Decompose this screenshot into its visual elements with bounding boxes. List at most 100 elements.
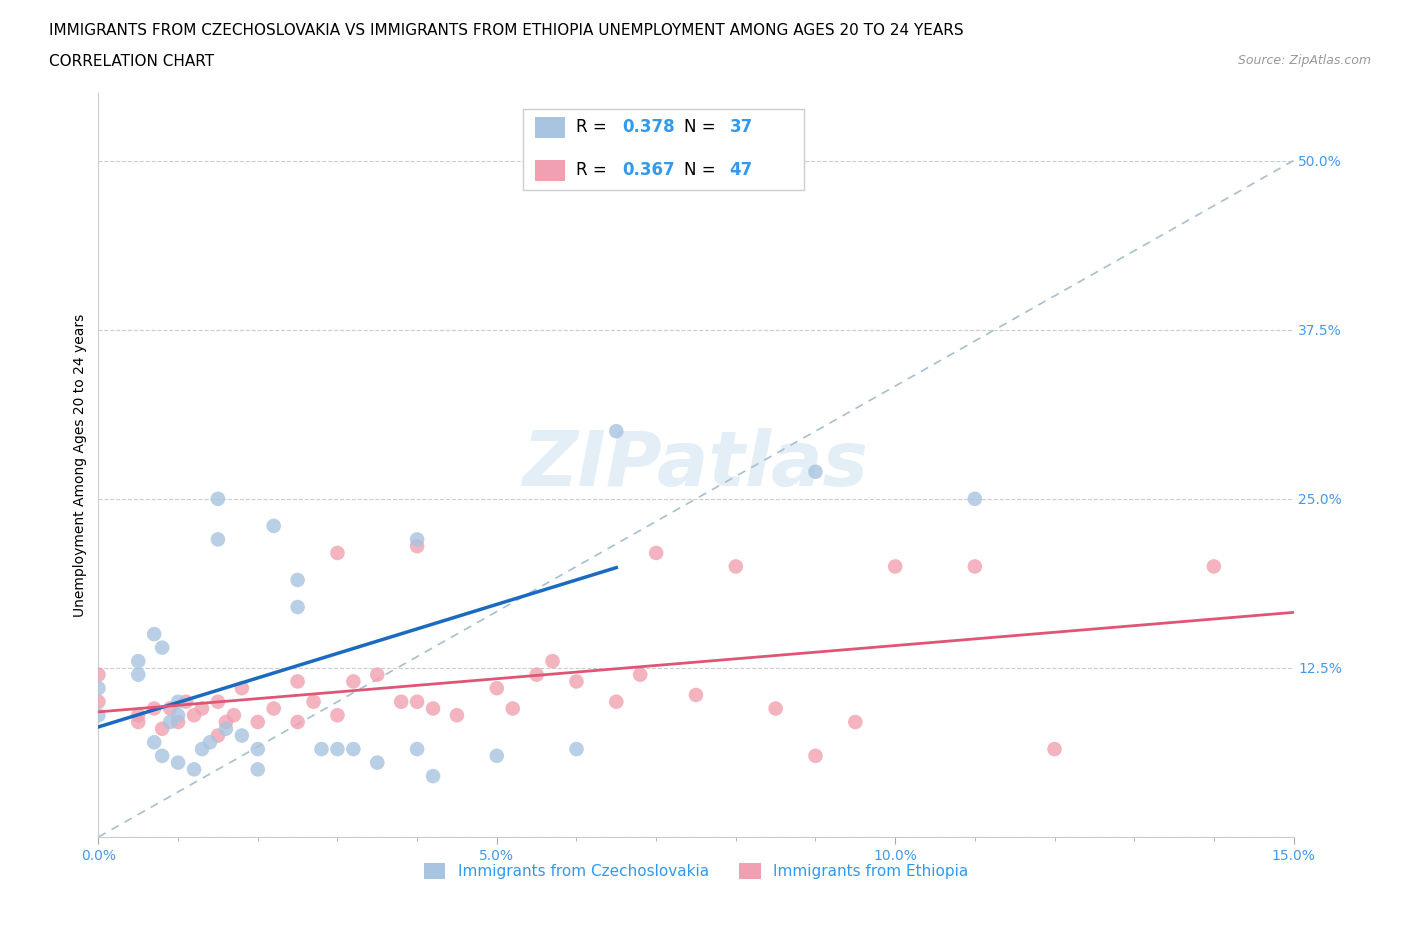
Point — [342, 741, 364, 756]
Point — [389, 695, 412, 710]
Point — [485, 749, 508, 764]
Point — [526, 113, 548, 127]
Point — [963, 559, 986, 574]
Text: 47: 47 — [730, 162, 752, 179]
Point — [326, 546, 349, 561]
Point — [159, 714, 181, 729]
Point — [326, 741, 349, 756]
Point — [342, 674, 364, 689]
Point — [422, 701, 444, 716]
Point — [183, 708, 205, 723]
Point — [605, 695, 627, 710]
Point — [502, 701, 524, 716]
Point — [150, 722, 173, 737]
Point — [143, 735, 166, 750]
Text: IMMIGRANTS FROM CZECHOSLOVAKIA VS IMMIGRANTS FROM ETHIOPIA UNEMPLOYMENT AMONG AG: IMMIGRANTS FROM CZECHOSLOVAKIA VS IMMIGR… — [49, 23, 965, 38]
Point — [215, 714, 238, 729]
Point — [565, 741, 588, 756]
Point — [246, 762, 269, 777]
Point — [143, 627, 166, 642]
Point — [207, 728, 229, 743]
Point — [150, 749, 173, 764]
Text: 0.367: 0.367 — [621, 162, 675, 179]
Point — [645, 546, 668, 561]
Point — [1043, 741, 1066, 756]
Text: R =: R = — [576, 118, 613, 136]
Point — [167, 695, 190, 710]
Point — [724, 559, 747, 574]
Point — [231, 681, 253, 696]
Text: 0.378: 0.378 — [621, 118, 675, 136]
Point — [804, 464, 827, 479]
Point — [406, 532, 429, 547]
Point — [87, 695, 110, 710]
Point — [287, 600, 309, 615]
Point — [302, 695, 325, 710]
Point — [159, 701, 181, 716]
Point — [127, 667, 149, 682]
Point — [446, 708, 468, 723]
Point — [198, 735, 221, 750]
Point — [167, 714, 190, 729]
Point — [87, 681, 110, 696]
Point — [263, 518, 285, 533]
Point — [127, 714, 149, 729]
Text: Source: ZipAtlas.com: Source: ZipAtlas.com — [1237, 54, 1371, 67]
Bar — [534, 117, 565, 138]
Text: N =: N = — [685, 118, 721, 136]
Text: 37: 37 — [730, 118, 752, 136]
Text: ZIPatlas: ZIPatlas — [523, 428, 869, 502]
Point — [215, 722, 238, 737]
Point — [246, 741, 269, 756]
Point — [422, 769, 444, 784]
Point — [287, 573, 309, 588]
Text: N =: N = — [685, 162, 721, 179]
Point — [207, 695, 229, 710]
Point — [87, 708, 110, 723]
Bar — [534, 160, 565, 180]
Point — [406, 741, 429, 756]
Point — [963, 491, 986, 506]
Point — [406, 538, 429, 553]
Point — [263, 701, 285, 716]
Point — [485, 681, 508, 696]
Point — [231, 728, 253, 743]
Point — [311, 741, 333, 756]
Point — [87, 667, 110, 682]
Point — [207, 491, 229, 506]
Bar — [523, 110, 804, 190]
Text: R =: R = — [576, 162, 613, 179]
Point — [127, 654, 149, 669]
Point — [1202, 559, 1225, 574]
Point — [174, 695, 197, 710]
Point — [406, 695, 429, 710]
Point — [167, 755, 190, 770]
Point — [150, 640, 173, 655]
Point — [884, 559, 907, 574]
Y-axis label: Unemployment Among Ages 20 to 24 years: Unemployment Among Ages 20 to 24 years — [73, 313, 87, 617]
Point — [605, 424, 627, 439]
Point — [326, 708, 349, 723]
Point — [127, 708, 149, 723]
Point — [222, 708, 245, 723]
Point — [143, 701, 166, 716]
Point — [207, 532, 229, 547]
Point — [628, 667, 651, 682]
Point — [191, 701, 214, 716]
Point — [541, 654, 564, 669]
Point — [287, 714, 309, 729]
Point — [191, 741, 214, 756]
Point — [287, 674, 309, 689]
Point — [765, 701, 787, 716]
Point — [844, 714, 866, 729]
Legend: Immigrants from Czechoslovakia, Immigrants from Ethiopia: Immigrants from Czechoslovakia, Immigran… — [418, 857, 974, 885]
Point — [685, 687, 707, 702]
Point — [526, 667, 548, 682]
Point — [366, 755, 388, 770]
Point — [804, 749, 827, 764]
Point — [167, 708, 190, 723]
Point — [366, 667, 388, 682]
Point — [565, 674, 588, 689]
Point — [246, 714, 269, 729]
Text: CORRELATION CHART: CORRELATION CHART — [49, 54, 214, 69]
